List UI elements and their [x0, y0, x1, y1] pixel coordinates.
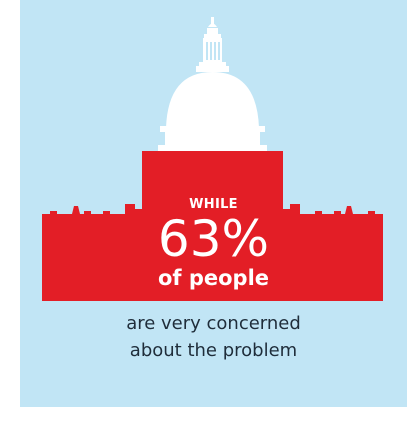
infographic-panel: WHILE 63% of people are very concerned a… [20, 0, 407, 407]
capitol-base [42, 151, 383, 301]
caption-line-2: about the problem [129, 340, 298, 361]
caption: are very concerned about the problem [20, 310, 407, 364]
lantern-windows [206, 42, 220, 60]
caption-line-1: are very concerned [126, 313, 301, 334]
stat-subject: of people [157, 266, 270, 290]
capitol-dome [158, 17, 267, 151]
capitol-icon [20, 0, 407, 407]
stat-percentage: 63% [157, 210, 270, 268]
stat-kicker: WHILE [189, 197, 238, 212]
